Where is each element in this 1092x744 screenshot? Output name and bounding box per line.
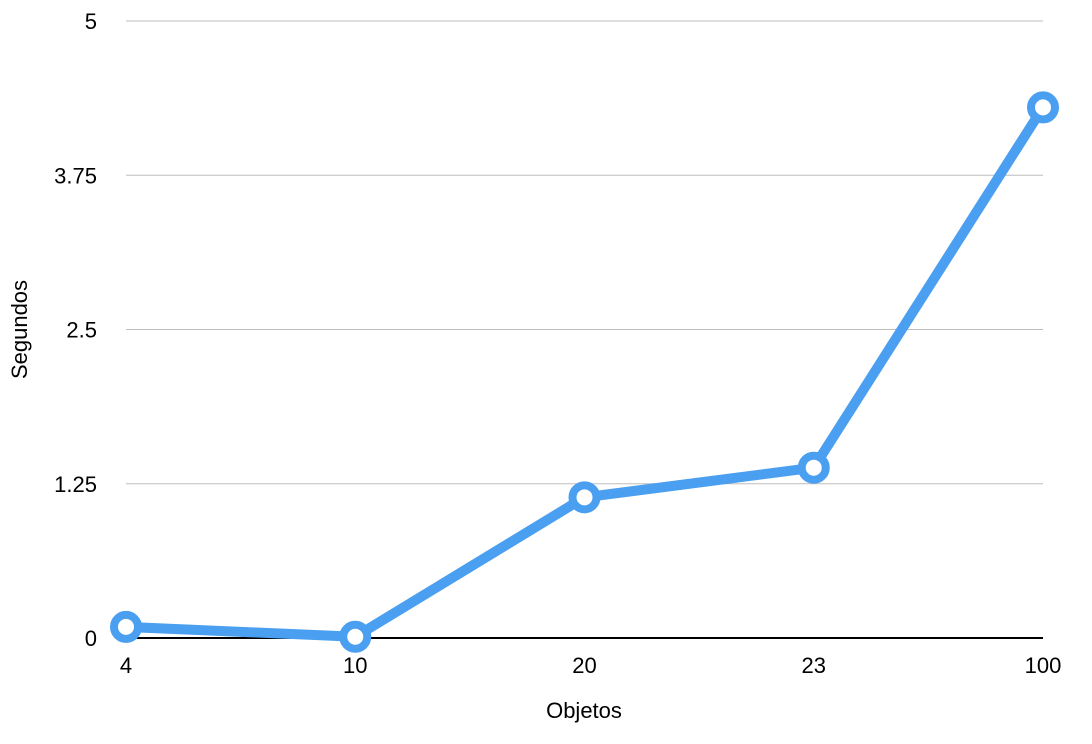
x-tick-label: 20 bbox=[572, 653, 596, 678]
y-tick-label: 3.75 bbox=[54, 163, 97, 188]
data-point bbox=[568, 481, 601, 514]
x-tick-label: 23 bbox=[802, 653, 826, 678]
y-tick-label: 1.25 bbox=[54, 472, 97, 497]
data-point bbox=[339, 620, 372, 653]
x-axis-title: Objetos bbox=[546, 698, 622, 723]
data-point bbox=[1027, 91, 1059, 124]
x-axis-ticks: 4 10 20 23 100 bbox=[120, 653, 1061, 678]
x-tick-label: 4 bbox=[120, 653, 132, 678]
y-tick-label: 0 bbox=[85, 626, 97, 651]
series-layer bbox=[110, 91, 1059, 653]
y-axis-title: Segundos bbox=[7, 280, 32, 379]
y-axis-ticks: 0 1.25 2.5 3.75 5 bbox=[54, 9, 97, 651]
data-point bbox=[110, 610, 142, 643]
data-point bbox=[797, 451, 830, 484]
y-tick-label: 2.5 bbox=[66, 318, 97, 343]
y-tick-label: 5 bbox=[85, 9, 97, 34]
x-tick-label: 100 bbox=[1025, 653, 1062, 678]
x-tick-label: 10 bbox=[343, 653, 367, 678]
series-line bbox=[121, 102, 1048, 642]
